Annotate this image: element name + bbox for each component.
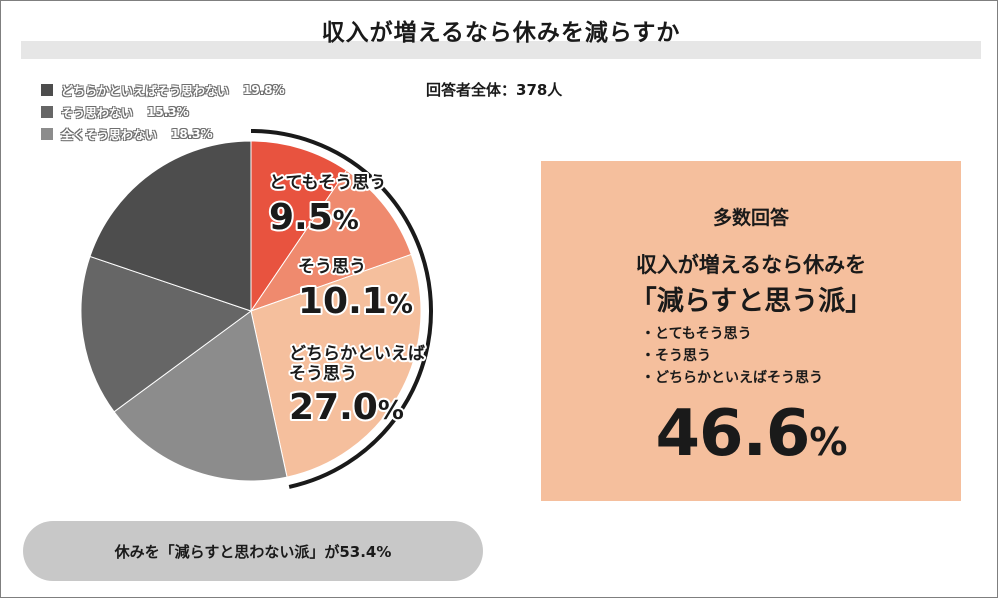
slice-label-dochiraka-line1: どちらかといえば xyxy=(289,344,425,364)
slice-label-totemo: とてもそう思う xyxy=(269,173,386,193)
slice-pct-dochiraka: 27.0% xyxy=(289,387,404,428)
legend-swatch xyxy=(41,106,53,118)
legend-value: 19.8% xyxy=(243,83,285,97)
pie-slice xyxy=(249,169,412,312)
legend-label: どちらかといえばそう思わない xyxy=(61,83,230,98)
majority-panel: 多数回答 収入が増えるなら休みを 「減らすと思う派」 ・とてもそう思う ・そう思… xyxy=(541,161,961,501)
panel-item: ・どちらかといえばそう思う xyxy=(641,370,823,386)
panel-line2: 「減らすと思う派」 xyxy=(629,286,873,317)
legend-label: そう思わない xyxy=(61,105,134,120)
panel-items: ・とてもそう思う ・そう思う ・どちらかといえばそう思う xyxy=(641,323,823,389)
pie-slice xyxy=(89,140,252,312)
panel-line1: 収入が増えるなら休みを xyxy=(635,253,867,277)
pie-slices xyxy=(80,140,422,482)
panel-percentage: 46.6% xyxy=(655,397,848,471)
slice-label-dochiraka-line2: そう思う xyxy=(289,364,357,384)
legend-value: 18.3% xyxy=(171,127,213,141)
legend-item: 全くそう思わない 18.3% xyxy=(41,123,285,145)
slice-pct-sou: 10.1% xyxy=(298,281,413,322)
respondent-total: 回答者全体：378人 xyxy=(426,81,563,99)
pie-slice xyxy=(250,253,422,478)
pie-slice xyxy=(113,310,288,482)
title-band xyxy=(21,41,981,59)
panel-item: ・とてもそう思う xyxy=(641,326,752,342)
legend-item: どちらかといえばそう思わない 19.8% xyxy=(41,79,285,101)
panel-heading: 多数回答 xyxy=(712,207,789,229)
legend-swatch xyxy=(41,84,53,96)
footer-summary: 休みを「減らすと思わない派」が53.4% xyxy=(23,521,483,581)
panel-item: ・そう思う xyxy=(641,348,711,364)
pie-slice xyxy=(250,140,348,313)
legend-label: 全くそう思わない xyxy=(61,127,158,142)
highlight-arc xyxy=(250,129,433,489)
legend-value: 15.3% xyxy=(147,105,189,119)
legend-item: そう思わない 15.3% xyxy=(41,101,285,123)
legend: どちらかといえばそう思わない 19.8% そう思わない 15.3% 全くそう思わ… xyxy=(41,79,285,145)
chart-title: 収入が増えるなら休みを減らすか xyxy=(321,20,681,46)
legend-swatch xyxy=(41,128,53,140)
slice-label-sou: そう思う xyxy=(298,257,366,277)
pie-slice xyxy=(80,255,253,413)
slice-pct-totemo: 9.5% xyxy=(269,197,359,238)
